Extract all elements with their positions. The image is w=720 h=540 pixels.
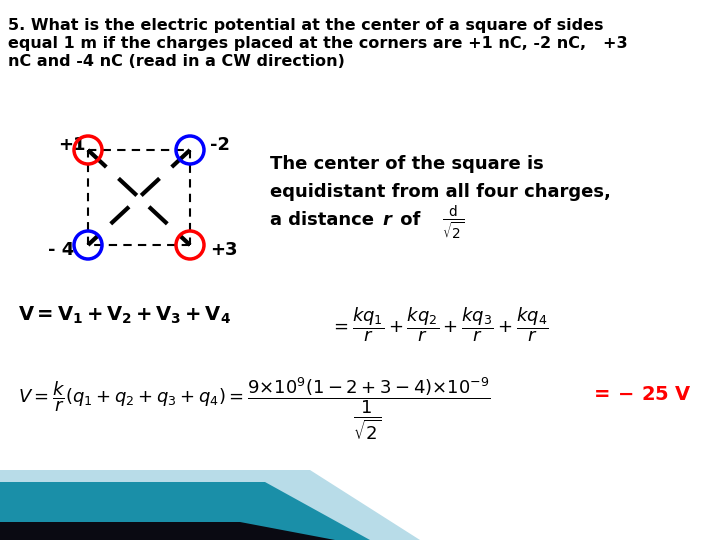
Text: The center of the square is: The center of the square is [270, 155, 544, 173]
Text: r: r [382, 211, 391, 229]
Text: a distance: a distance [270, 211, 380, 229]
Polygon shape [0, 470, 420, 540]
Text: $\mathregular{\frac{d}{\sqrt{2}}}$: $\mathregular{\frac{d}{\sqrt{2}}}$ [442, 203, 464, 242]
Text: - 4: - 4 [48, 241, 74, 259]
Text: nC and -4 nC (read in a CW direction): nC and -4 nC (read in a CW direction) [8, 54, 345, 69]
Text: 5. What is the electric potential at the center of a square of sides: 5. What is the electric potential at the… [8, 18, 603, 33]
Text: equidistant from all four charges,: equidistant from all four charges, [270, 183, 611, 201]
Polygon shape [0, 522, 335, 540]
Text: +3: +3 [210, 241, 238, 259]
Polygon shape [0, 482, 370, 540]
Text: $\mathbf{V = V_1 + V_2 + V_3 + V_4}$: $\mathbf{V = V_1 + V_2 + V_3 + V_4}$ [18, 305, 231, 326]
Text: of: of [394, 211, 420, 229]
Text: $= \dfrac{kq_1}{r} + \dfrac{kq_2}{r} + \dfrac{kq_3}{r} + \dfrac{kq_4}{r}$: $= \dfrac{kq_1}{r} + \dfrac{kq_2}{r} + \… [330, 305, 549, 343]
Text: $\mathbf{= -\,25\ V}$: $\mathbf{= -\,25\ V}$ [590, 385, 691, 404]
Text: +1: +1 [58, 136, 86, 154]
Text: -2: -2 [210, 136, 230, 154]
Text: equal 1 m if the charges placed at the corners are +1 nC, -2 nC,   +3: equal 1 m if the charges placed at the c… [8, 36, 628, 51]
Text: $V = \dfrac{k}{r}(q_1 + q_2 + q_3 + q_4) = \dfrac{9{\times}10^9(1-2+3-4){\times}: $V = \dfrac{k}{r}(q_1 + q_2 + q_3 + q_4)… [18, 375, 491, 442]
